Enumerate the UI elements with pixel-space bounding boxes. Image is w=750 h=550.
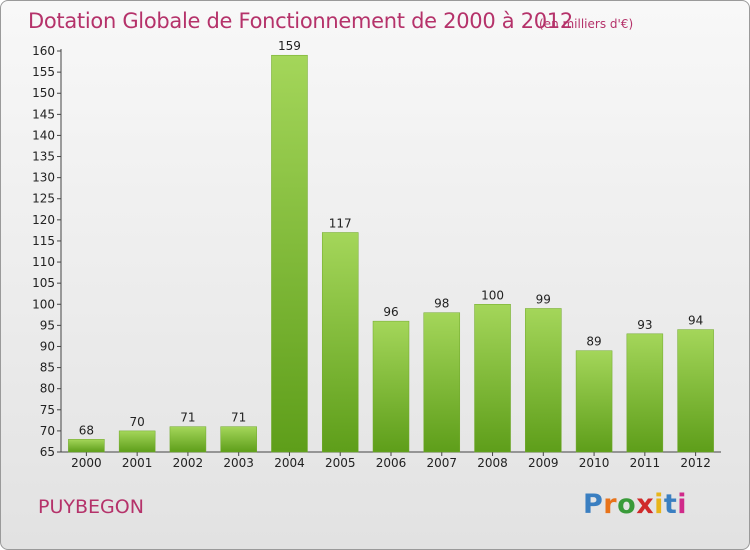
logo-letter: r	[603, 489, 618, 520]
logo-letter: i	[654, 489, 664, 520]
bar-2002	[169, 426, 207, 453]
y-tick-label: 155	[32, 65, 55, 79]
y-tick-label: 75	[40, 403, 55, 417]
logo-letter: i	[677, 489, 688, 520]
bar-2004	[271, 54, 308, 453]
bar-2003	[220, 426, 257, 453]
bar-2005	[321, 232, 359, 453]
chart-title: Dotation Globale de Fonctionnement de 20…	[28, 9, 573, 33]
data-label: 70	[130, 415, 145, 429]
y-tick-label: 105	[32, 276, 55, 290]
y-tick-label: 70	[40, 424, 55, 438]
bar-2011	[626, 333, 664, 453]
x-tick-label: 2000	[71, 456, 102, 470]
logo-letter: o	[617, 489, 637, 520]
bar-2012	[677, 329, 714, 453]
data-label: 68	[79, 423, 94, 437]
bar-2008	[474, 304, 511, 453]
x-tick-label: 2011	[630, 456, 661, 470]
chart-bars	[68, 54, 714, 453]
y-tick-label: 95	[40, 318, 55, 332]
y-tick-label: 110	[32, 255, 55, 269]
data-label: 94	[688, 314, 703, 328]
commune-name: PUYBEGON	[38, 496, 144, 518]
logo-letter: t	[663, 489, 678, 520]
y-tick-label: 150	[32, 86, 55, 100]
y-tick-label: 85	[40, 361, 55, 375]
data-label: 100	[481, 288, 504, 302]
y-tick-label: 65	[40, 445, 55, 459]
y-tick-label: 130	[32, 171, 55, 185]
proxiti-logo: Proxiti	[583, 489, 687, 520]
bar-2006	[372, 320, 410, 453]
bar-2007	[423, 312, 461, 453]
x-tick-label: 2007	[426, 456, 457, 470]
y-tick-label: 80	[40, 382, 55, 396]
x-tick-label: 2004	[274, 456, 305, 470]
y-tick-label: 140	[32, 128, 55, 142]
y-tick-label: 160	[32, 44, 55, 58]
data-label: 71	[231, 411, 246, 425]
chart-data-labels: 68 70 71 71 159 117 96 98 100 99 89 93 94	[79, 39, 704, 437]
data-label: 71	[180, 411, 195, 425]
x-tick-label: 2002	[173, 456, 204, 470]
x-tick-label: 2003	[223, 456, 254, 470]
logo-letter: x	[636, 489, 655, 520]
data-label: 117	[329, 217, 352, 231]
x-tick-label: 2012	[680, 456, 711, 470]
x-tick-label: 2001	[122, 456, 153, 470]
y-tick-label: 125	[32, 192, 55, 206]
bar-2001	[118, 430, 156, 453]
chart-subtitle: (en milliers d'€)	[539, 17, 634, 31]
x-tick-label: 2005	[325, 456, 356, 470]
y-tick-label: 115	[32, 234, 55, 248]
y-tick-label: 120	[32, 213, 55, 227]
y-tick-label: 135	[32, 150, 55, 164]
bar-2000	[68, 439, 105, 453]
data-label: 159	[278, 39, 301, 53]
bar-2009	[525, 308, 562, 453]
y-tick-label: 100	[32, 297, 55, 311]
x-tick-label: 2010	[579, 456, 610, 470]
bar-2010	[575, 350, 613, 453]
data-label: 93	[637, 318, 652, 332]
data-label: 99	[536, 292, 551, 306]
x-tick-label: 2009	[528, 456, 559, 470]
data-label: 96	[383, 305, 398, 319]
y-tick-label: 90	[40, 339, 55, 353]
x-tick-label: 2008	[477, 456, 508, 470]
data-label: 98	[434, 297, 449, 311]
chart-axes: 65 70 75 80 85 90 95 100 105 110 115 120 125 130 135 14…	[32, 44, 721, 470]
data-label: 89	[586, 335, 601, 349]
logo-letter: P	[583, 489, 604, 520]
x-tick-label: 2006	[376, 456, 407, 470]
y-tick-label: 145	[32, 107, 55, 121]
